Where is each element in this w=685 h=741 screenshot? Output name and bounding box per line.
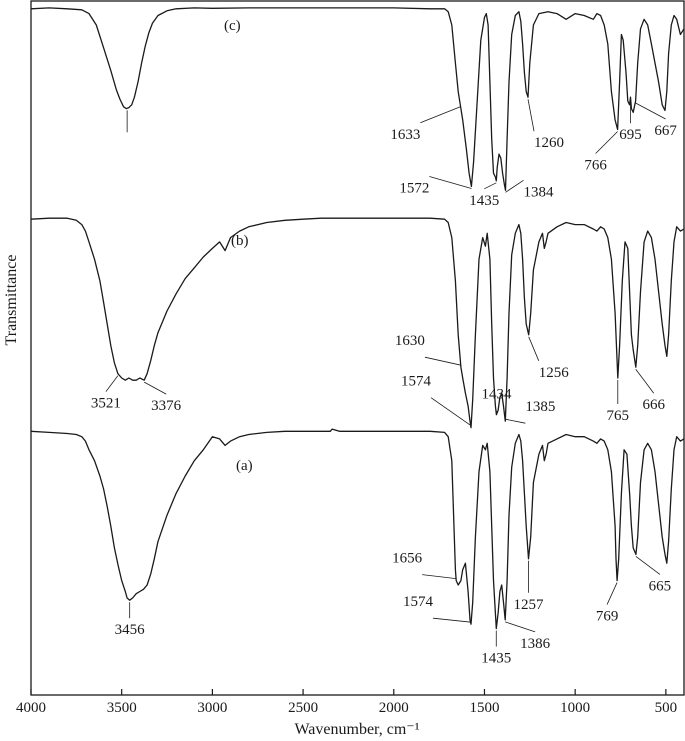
peak-leader-line <box>635 368 655 394</box>
peak-label: 667 <box>654 123 677 139</box>
peak-leader-line <box>635 556 661 575</box>
peak-leader-line <box>505 621 536 633</box>
peak-leader-line <box>143 381 167 395</box>
peak-leader-line <box>420 106 461 124</box>
peak-leader-line <box>505 418 526 424</box>
peak-leader-line <box>527 99 535 132</box>
peak-annotations: 1633 1572 1435 1384 1260 766 695 667 3521 3376 163… <box>91 99 677 667</box>
x-axis-title: Wavenumber, cm⁻¹ <box>294 721 419 738</box>
peak-label: 1633 <box>390 127 420 143</box>
peak-label: 3376 <box>151 398 182 414</box>
peak-label: 769 <box>596 609 619 625</box>
peak-label: 1260 <box>534 135 564 151</box>
series-label: (c) <box>224 18 241 34</box>
peak-label: 1385 <box>525 399 555 415</box>
plot-frame <box>30 0 685 696</box>
peak-label: 1572 <box>399 181 429 197</box>
x-axis-ticks: 4000 3500 3000 2500 2000 1500 1000 500 <box>16 689 677 716</box>
series-labels: (c) (b) (a) <box>224 18 253 474</box>
x-tick-label: 3500 <box>107 700 137 716</box>
peak-label: 1574 <box>403 594 434 610</box>
peak-label: 666 <box>643 397 666 413</box>
peak-leader-line <box>505 179 524 193</box>
spectrum-line-a <box>30 428 685 630</box>
peak-leader-line <box>484 182 497 190</box>
peak-label: 1257 <box>514 597 545 613</box>
peak-label: 1574 <box>401 374 432 390</box>
peak-label: 1434 <box>481 387 512 403</box>
x-tick-label: 1000 <box>560 700 590 716</box>
peak-leader-line <box>528 336 540 361</box>
peak-label: 766 <box>584 158 607 174</box>
x-tick-label: 500 <box>655 700 678 716</box>
x-tick-label: 3000 <box>197 700 227 716</box>
x-tick-label: 2500 <box>288 700 318 716</box>
peak-label: 1656 <box>392 551 423 567</box>
spectra-lines <box>30 7 685 630</box>
peak-leader-line <box>422 574 457 579</box>
y-axis-title: Transmittance <box>3 255 20 346</box>
peak-label: 1386 <box>520 636 551 652</box>
x-tick-label: 2000 <box>379 700 409 716</box>
peak-label: 765 <box>607 408 630 424</box>
spectrum-line-b <box>30 217 685 429</box>
peak-label: 1256 <box>539 365 570 381</box>
peak-leader-line <box>424 356 461 366</box>
peak-leader-line <box>635 102 666 120</box>
peak-label: 1435 <box>481 651 511 667</box>
peak-leader-line <box>606 582 618 605</box>
peak-leader-line <box>429 176 472 189</box>
peak-leader-line <box>433 617 472 623</box>
peak-leader-line <box>595 131 618 154</box>
x-tick-label: 1500 <box>469 700 499 716</box>
peak-label: 1630 <box>395 333 425 349</box>
peak-label: 3456 <box>115 622 146 638</box>
peak-label: 1435 <box>469 193 499 209</box>
peak-leader-line <box>430 397 472 427</box>
peak-label: 1384 <box>524 184 555 200</box>
x-tick-label: 4000 <box>16 700 46 716</box>
peak-label: 3521 <box>91 396 121 412</box>
spectrum-line-c <box>30 7 685 191</box>
series-label: (a) <box>236 458 253 474</box>
peak-label: 695 <box>619 127 642 143</box>
series-label: (b) <box>231 233 249 249</box>
peak-leader-line <box>105 375 119 392</box>
peak-label: 665 <box>649 578 672 594</box>
